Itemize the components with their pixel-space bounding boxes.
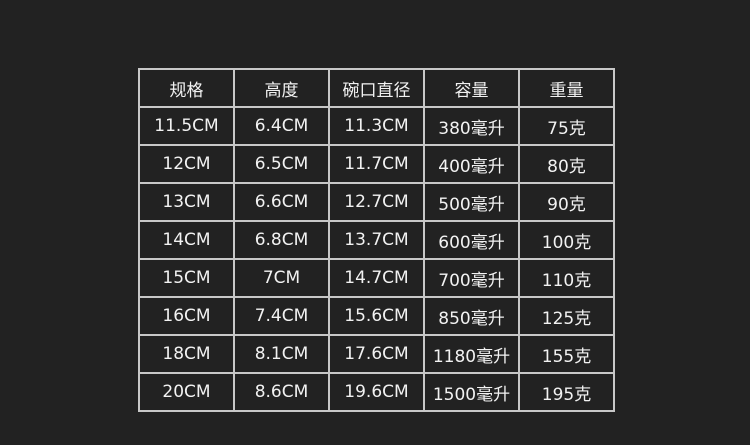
cell-capacity: 380毫升	[423, 106, 520, 146]
cell-height: 8.6CM	[233, 372, 330, 412]
cell-capacity: 1180毫升	[423, 334, 520, 374]
cell-capacity: 400毫升	[423, 144, 520, 184]
cell-capacity: 500毫升	[423, 182, 520, 222]
cell-weight: 110克	[518, 258, 615, 298]
cell-height: 8.1CM	[233, 334, 330, 374]
cell-height: 7CM	[233, 258, 330, 298]
header-capacity: 容量	[423, 68, 520, 108]
cell-height: 6.8CM	[233, 220, 330, 260]
cell-rim-diameter: 11.7CM	[328, 144, 425, 184]
cell-rim-diameter: 14.7CM	[328, 258, 425, 298]
cell-weight: 195克	[518, 372, 615, 412]
cell-weight: 75克	[518, 106, 615, 146]
cell-weight: 100克	[518, 220, 615, 260]
cell-rim-diameter: 19.6CM	[328, 372, 425, 412]
cell-weight: 155克	[518, 334, 615, 374]
table-row: 11.5CM 6.4CM 11.3CM 380毫升 75克	[138, 106, 615, 146]
cell-weight: 90克	[518, 182, 615, 222]
cell-rim-diameter: 11.3CM	[328, 106, 425, 146]
cell-size: 12CM	[138, 144, 235, 184]
cell-capacity: 850毫升	[423, 296, 520, 336]
cell-height: 6.5CM	[233, 144, 330, 184]
cell-size: 18CM	[138, 334, 235, 374]
cell-capacity: 700毫升	[423, 258, 520, 298]
cell-weight: 125克	[518, 296, 615, 336]
cell-capacity: 1500毫升	[423, 372, 520, 412]
cell-capacity: 600毫升	[423, 220, 520, 260]
cell-rim-diameter: 15.6CM	[328, 296, 425, 336]
cell-size: 20CM	[138, 372, 235, 412]
header-rim-diameter: 碗口直径	[328, 68, 425, 108]
table-row: 18CM 8.1CM 17.6CM 1180毫升 155克	[138, 334, 615, 374]
header-weight: 重量	[518, 68, 615, 108]
table-row: 14CM 6.8CM 13.7CM 600毫升 100克	[138, 220, 615, 260]
table-row: 16CM 7.4CM 15.6CM 850毫升 125克	[138, 296, 615, 336]
table-row: 12CM 6.5CM 11.7CM 400毫升 80克	[138, 144, 615, 184]
cell-rim-diameter: 12.7CM	[328, 182, 425, 222]
table-row: 20CM 8.6CM 19.6CM 1500毫升 195克	[138, 372, 615, 412]
cell-rim-diameter: 17.6CM	[328, 334, 425, 374]
table-row: 13CM 6.6CM 12.7CM 500毫升 90克	[138, 182, 615, 222]
cell-weight: 80克	[518, 144, 615, 184]
header-row: 规格 高度 碗口直径 容量 重量	[138, 68, 615, 108]
table-row: 15CM 7CM 14.7CM 700毫升 110克	[138, 258, 615, 298]
size-table: 规格 高度 碗口直径 容量 重量 11.5CM 6.4CM 11.3CM 380毫升 75克 12C…	[138, 68, 615, 412]
cell-size: 15CM	[138, 258, 235, 298]
cell-size: 13CM	[138, 182, 235, 222]
cell-height: 6.6CM	[233, 182, 330, 222]
cell-size: 11.5CM	[138, 106, 235, 146]
cell-size: 16CM	[138, 296, 235, 336]
cell-rim-diameter: 13.7CM	[328, 220, 425, 260]
cell-height: 7.4CM	[233, 296, 330, 336]
cell-size: 14CM	[138, 220, 235, 260]
header-height: 高度	[233, 68, 330, 108]
cell-height: 6.4CM	[233, 106, 330, 146]
header-size: 规格	[138, 68, 235, 108]
